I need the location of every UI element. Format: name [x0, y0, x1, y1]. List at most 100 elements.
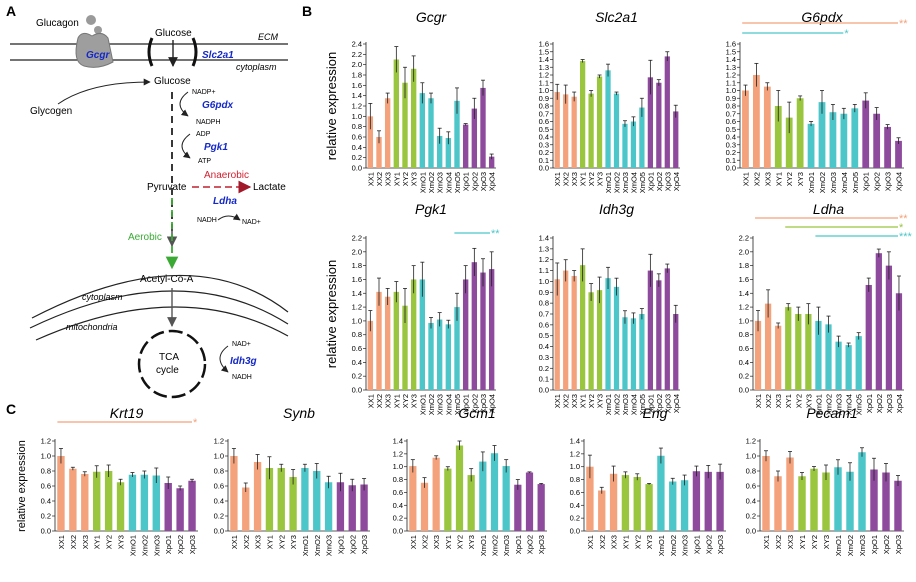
y-tick-label: 0.4 [352, 358, 362, 367]
x-tick-label: XpO4 [895, 394, 904, 413]
y-tick-label: 0.3 [726, 140, 736, 149]
x-tick-label: XpO2 [873, 172, 882, 191]
x-tick-label: XX3 [610, 535, 619, 549]
y-tick-label: 0.6 [746, 482, 756, 491]
y-tick-label: 0.2 [539, 364, 549, 373]
chart-title: Pgk1 [415, 201, 447, 217]
cycle-label: cycle [156, 365, 179, 376]
bar-xy1 [580, 265, 586, 390]
x-tick-label: XY1 [784, 394, 793, 408]
x-tick-label: XpO3 [894, 535, 903, 554]
idh3g-cofactor-arrow [219, 345, 229, 373]
bar-xmo3 [436, 135, 443, 168]
g6pdx-cofactor-arrow [179, 91, 189, 117]
x-tick-label: XpO3 [884, 172, 893, 191]
x-tick-label: XY1 [444, 535, 453, 549]
y-tick-label: 0.0 [739, 386, 749, 395]
bar-xx1 [554, 279, 560, 390]
x-tick-label: XY1 [392, 394, 401, 408]
x-tick-label: XmO1 [834, 535, 843, 556]
significance-stars: ** [491, 228, 500, 240]
y-tick-label: 1.0 [739, 316, 749, 325]
x-tick-label: XpO2 [470, 394, 479, 413]
bar-xx1 [367, 116, 374, 168]
y-tick-label: 1.1 [539, 266, 549, 275]
bar-xpo2 [471, 108, 478, 168]
bar-xmo2 [428, 98, 434, 168]
bar-xmo2 [428, 322, 434, 390]
x-tick-label: XY3 [796, 172, 805, 186]
y-tick-label: 0.1 [539, 156, 549, 165]
bar-xpo3 [716, 471, 724, 531]
charts: Gcgr0.00.20.40.60.81.01.21.41.61.82.02.2… [16, 9, 913, 556]
bar-xmo5 [855, 336, 862, 390]
y-tick-label: 1.6 [352, 81, 362, 90]
y-tick-label: 2.0 [352, 247, 362, 256]
x-tick-label: XY3 [822, 535, 831, 549]
bar-xy2 [785, 117, 793, 168]
significance-stars: * [193, 417, 198, 429]
bar-xmo4 [445, 324, 452, 390]
y-tick-label: 0.8 [726, 102, 736, 111]
y-tick-label: 1.4 [726, 55, 736, 64]
bar-xmo1 [128, 474, 137, 531]
slc2a1-label: Slc2a1 [202, 50, 234, 61]
y-tick-label: 1.2 [726, 71, 736, 80]
bar-xy2 [455, 445, 464, 531]
y-tick-label: 0.4 [393, 501, 403, 510]
bar-xpo2 [873, 113, 881, 168]
y-tick-label: 0.2 [539, 148, 549, 157]
x-tick-label: XY1 [798, 535, 807, 549]
x-tick-label: XX2 [562, 172, 571, 186]
y-tick-label: 1.8 [739, 261, 749, 270]
x-tick-label: XY3 [410, 394, 419, 408]
y-tick-label: 0.0 [570, 527, 580, 536]
x-tick-label: XY2 [633, 535, 642, 549]
x-tick-label: XX1 [230, 535, 239, 549]
bar-xpo3 [885, 265, 893, 390]
x-tick-label: XY1 [774, 172, 783, 186]
x-tick-label: XpO3 [663, 172, 672, 191]
bar-xy2 [588, 93, 594, 168]
y-axis-label: relative expression [324, 52, 339, 160]
bar-xx3 [571, 96, 577, 168]
x-tick-label: XY3 [117, 535, 126, 549]
chart-title: Eng [643, 405, 668, 421]
bar-xy3 [467, 475, 475, 531]
y-tick-label: 1.5 [539, 47, 549, 56]
y-tick-label: 0.8 [746, 467, 756, 476]
x-tick-label: XmO1 [604, 394, 613, 415]
y-tick-label: 0.6 [539, 320, 549, 329]
bar-xpo2 [704, 471, 712, 531]
x-tick-label: XY2 [456, 535, 465, 549]
x-tick-label: XX3 [786, 535, 795, 549]
x-tick-label: XX1 [754, 394, 763, 408]
y-tick-label: 2.2 [352, 50, 362, 59]
glucagon-label: Glucagon [36, 18, 79, 29]
y-tick-label: 0.0 [726, 164, 736, 173]
y-tick-label: 0.1 [539, 375, 549, 384]
bar-xmo4 [840, 113, 848, 168]
bar-xmo3 [829, 112, 837, 168]
x-tick-label: XY1 [265, 535, 274, 549]
significance-stars: * [899, 222, 904, 234]
x-tick-label: XpO2 [348, 535, 357, 554]
bar-xy1 [580, 61, 586, 168]
glycogen-label: Glycogen [30, 106, 72, 117]
x-tick-label: XX1 [586, 535, 595, 549]
bar-xy3 [116, 482, 125, 531]
x-tick-label: XmO5 [851, 172, 860, 193]
x-tick-label: XX1 [57, 535, 66, 549]
y-tick-label: 0.0 [352, 386, 362, 395]
panel-label-b: B [302, 3, 312, 19]
bar-xy2 [402, 305, 408, 390]
bar-xy1 [798, 476, 806, 531]
x-tick-label: XpO1 [462, 172, 471, 191]
bar-xpo1 [336, 482, 345, 531]
x-tick-label: XY3 [804, 394, 813, 408]
x-tick-label: XY3 [289, 535, 298, 549]
x-tick-label: XmO1 [479, 535, 488, 556]
y-tick-label: 0.0 [393, 527, 403, 536]
bar-xpo4 [488, 156, 495, 168]
x-tick-label: XmO2 [846, 535, 855, 556]
